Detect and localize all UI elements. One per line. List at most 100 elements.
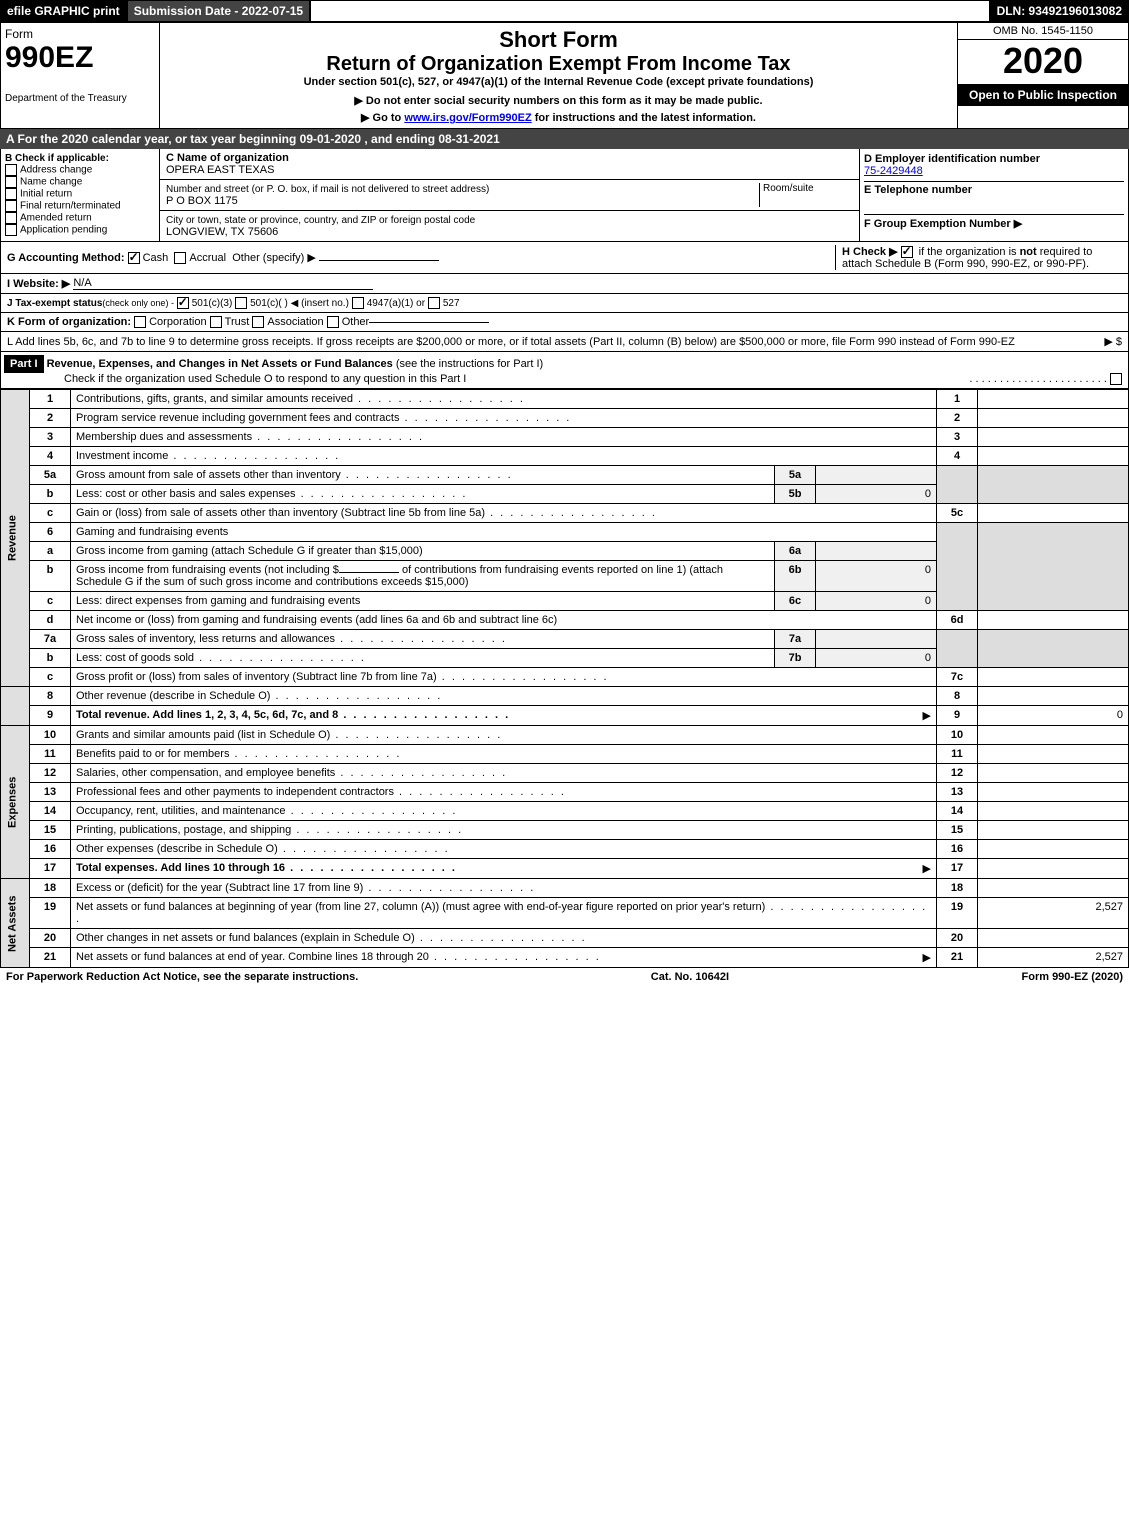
line-17-val[interactable] [978,859,1129,879]
line-6b-sv[interactable]: 0 [816,561,937,592]
line-14: 14 Occupancy, rent, utilities, and maint… [1,802,1129,821]
line-7a-sv[interactable] [816,630,937,649]
box-f-label: F Group Exemption Number ▶ [864,214,1124,230]
line-5a-num: 5a [30,466,71,485]
line-4-num: 4 [30,447,71,466]
box-b-title: B Check if applicable: [5,153,155,164]
line-2-val[interactable] [978,409,1129,428]
check-527[interactable] [428,297,440,309]
check-schedule-o[interactable] [1110,373,1122,385]
check-initial-return[interactable]: Initial return [5,188,155,200]
line-7c-val[interactable] [978,668,1129,687]
line-3-val[interactable] [978,428,1129,447]
line-18-num: 18 [30,879,71,898]
line-6a-sv[interactable] [816,542,937,561]
ein-value[interactable]: 75-2429448 [864,165,1124,177]
line-14-val[interactable] [978,802,1129,821]
check-assoc[interactable] [252,316,264,328]
check-h[interactable] [901,246,913,258]
check-501c[interactable] [235,297,247,309]
form-header: Form 990EZ Department of the Treasury Sh… [0,22,1129,129]
other-specify-input[interactable] [319,260,439,261]
line-9-val[interactable]: 0 [978,706,1129,726]
line-6a-sn: 6a [775,542,816,561]
line-5b-sv[interactable]: 0 [816,485,937,504]
part-i-header: Part I Revenue, Expenses, and Changes in… [0,352,1129,389]
line-4: 4 Investment income 4 [1,447,1129,466]
line-19-num: 19 [30,898,71,929]
line-1-val[interactable] [978,390,1129,409]
line-13-num: 13 [30,783,71,802]
line-8-val[interactable] [978,687,1129,706]
line-20: 20 Other changes in net assets or fund b… [1,929,1129,948]
line-5a-sv[interactable] [816,466,937,485]
line-6c-num: c [30,592,71,611]
line-11: 11 Benefits paid to or for members 11 [1,745,1129,764]
line-9-desc: Total revenue. Add lines 1, 2, 3, 4, 5c,… [76,709,510,721]
line-11-num: 11 [30,745,71,764]
line-21-val[interactable]: 2,527 [978,948,1129,968]
line-2-desc: Program service revenue including govern… [76,412,571,424]
line-19-rn: 19 [937,898,978,929]
line-15-val[interactable] [978,821,1129,840]
line-8: 8 Other revenue (describe in Schedule O)… [1,687,1129,706]
line-6d-val[interactable] [978,611,1129,630]
line-6c-sv[interactable]: 0 [816,592,937,611]
line-19-val[interactable]: 2,527 [978,898,1129,929]
page-footer: For Paperwork Reduction Act Notice, see … [0,968,1129,986]
goto-link[interactable]: www.irs.gov/Form990EZ [404,112,531,124]
line-3-desc: Membership dues and assessments [76,431,424,443]
line-15-desc: Printing, publications, postage, and shi… [76,824,463,836]
check-amended-return[interactable]: Amended return [5,212,155,224]
line-7c-num: c [30,668,71,687]
line-18-val[interactable] [978,879,1129,898]
row-j: J Tax-exempt status (check only one) - 5… [0,294,1129,313]
check-cash[interactable] [128,252,140,264]
line-20-val[interactable] [978,929,1129,948]
check-application-pending[interactable]: Application pending [5,224,155,236]
line-2: 2 Program service revenue including gove… [1,409,1129,428]
check-name-change[interactable]: Name change [5,176,155,188]
line-12-val[interactable] [978,764,1129,783]
check-other-org[interactable] [327,316,339,328]
line-9-rn: 9 [937,706,978,726]
line-10-rn: 10 [937,726,978,745]
line-13-val[interactable] [978,783,1129,802]
line-7b-sv[interactable]: 0 [816,649,937,668]
row-k: K Form of organization: Corporation Trus… [0,313,1129,332]
subtitle: Under section 501(c), 527, or 4947(a)(1)… [164,76,953,88]
opt-527: 527 [443,298,460,309]
line-10-val[interactable] [978,726,1129,745]
check-501c3[interactable] [177,297,189,309]
box-d-label: D Employer identification number [864,153,1124,165]
check-corp[interactable] [134,316,146,328]
footer-center: Cat. No. 10642I [651,971,729,983]
other-org-input[interactable] [369,322,489,323]
website-value[interactable]: N/A [73,277,373,290]
omb-number: OMB No. 1545-1150 [958,23,1128,40]
line-6c-sn: 6c [775,592,816,611]
line-5c-val[interactable] [978,504,1129,523]
info-block: B Check if applicable: Address change Na… [0,149,1129,242]
check-4947[interactable] [352,297,364,309]
check-final-return[interactable]: Final return/terminated [5,200,155,212]
part-i-label: Part I [4,355,44,373]
line-6a-num: a [30,542,71,561]
part-i-title: Revenue, Expenses, and Changes in Net As… [47,358,396,370]
line-21: 21 Net assets or fund balances at end of… [1,948,1129,968]
line-3: 3 Membership dues and assessments 3 [1,428,1129,447]
line-16-val[interactable] [978,840,1129,859]
line-6b-contrib-input[interactable] [339,572,399,573]
dln-label: DLN: 93492196013082 [990,0,1129,22]
box-i-label: I Website: ▶ [7,277,70,290]
line-11-val[interactable] [978,745,1129,764]
row-g-h: G Accounting Method: Cash Accrual Other … [0,242,1129,274]
line-10: Expenses 10 Grants and similar amounts p… [1,726,1129,745]
check-accrual[interactable] [174,252,186,264]
check-trust[interactable] [210,316,222,328]
check-address-change[interactable]: Address change [5,164,155,176]
line-7b-sn: 7b [775,649,816,668]
line-4-val[interactable] [978,447,1129,466]
department-label: Department of the Treasury [5,93,155,104]
line-5c-num: c [30,504,71,523]
